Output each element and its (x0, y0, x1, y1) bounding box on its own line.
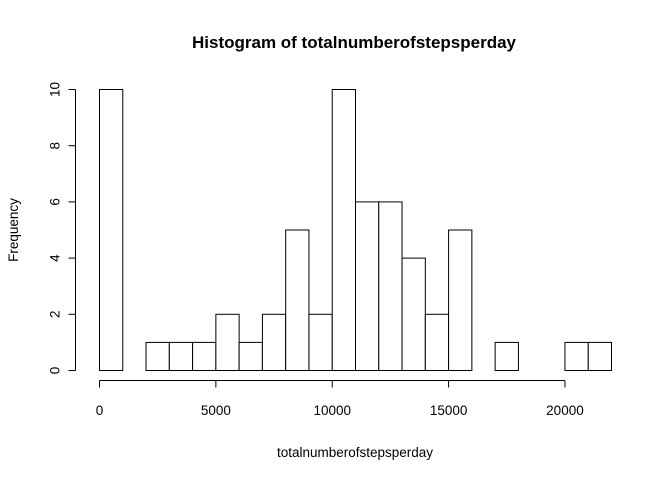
y-tick-label: 0 (48, 367, 63, 375)
histogram-bar (168, 341, 194, 371)
histogram-bar (308, 313, 333, 371)
histogram-bar (494, 341, 519, 371)
histogram-bar (378, 201, 403, 371)
chart-title: Histogram of totalnumberofstepsperday (192, 33, 517, 52)
histogram-bar (424, 313, 450, 371)
x-tick-label: 5000 (201, 403, 231, 418)
y-tick-label: 4 (48, 254, 63, 262)
histogram-bar (99, 89, 124, 371)
x-axis-label: totalnumberofstepsperday (277, 445, 433, 460)
histogram-bar (285, 229, 310, 371)
histogram-bar (448, 229, 473, 371)
bars-group (99, 89, 613, 372)
x-axis: 0 5000 10000 15000 20000 (96, 380, 584, 418)
y-tick-label: 2 (48, 311, 63, 319)
histogram-bar (355, 201, 380, 371)
histogram-bar (564, 341, 589, 371)
y-tick-label: 6 (48, 198, 63, 206)
histogram-bar (145, 341, 170, 371)
histogram-bar (587, 341, 613, 371)
x-tick-label: 15000 (430, 403, 468, 418)
y-tick-label: 10 (48, 82, 63, 97)
y-tick-label: 8 (48, 142, 63, 150)
histogram-bar (401, 257, 426, 372)
histogram-bar (261, 313, 287, 371)
y-axis: 0 2 4 6 8 10 (48, 82, 76, 374)
x-tick-label: 20000 (546, 403, 584, 418)
histogram-bar (238, 341, 263, 371)
y-axis-label: Frequency (6, 198, 21, 262)
x-tick-label: 0 (96, 403, 104, 418)
histogram-bar (192, 341, 217, 371)
histogram-bar (331, 89, 356, 371)
histogram-bar (215, 313, 240, 371)
x-tick-label: 10000 (313, 403, 351, 418)
